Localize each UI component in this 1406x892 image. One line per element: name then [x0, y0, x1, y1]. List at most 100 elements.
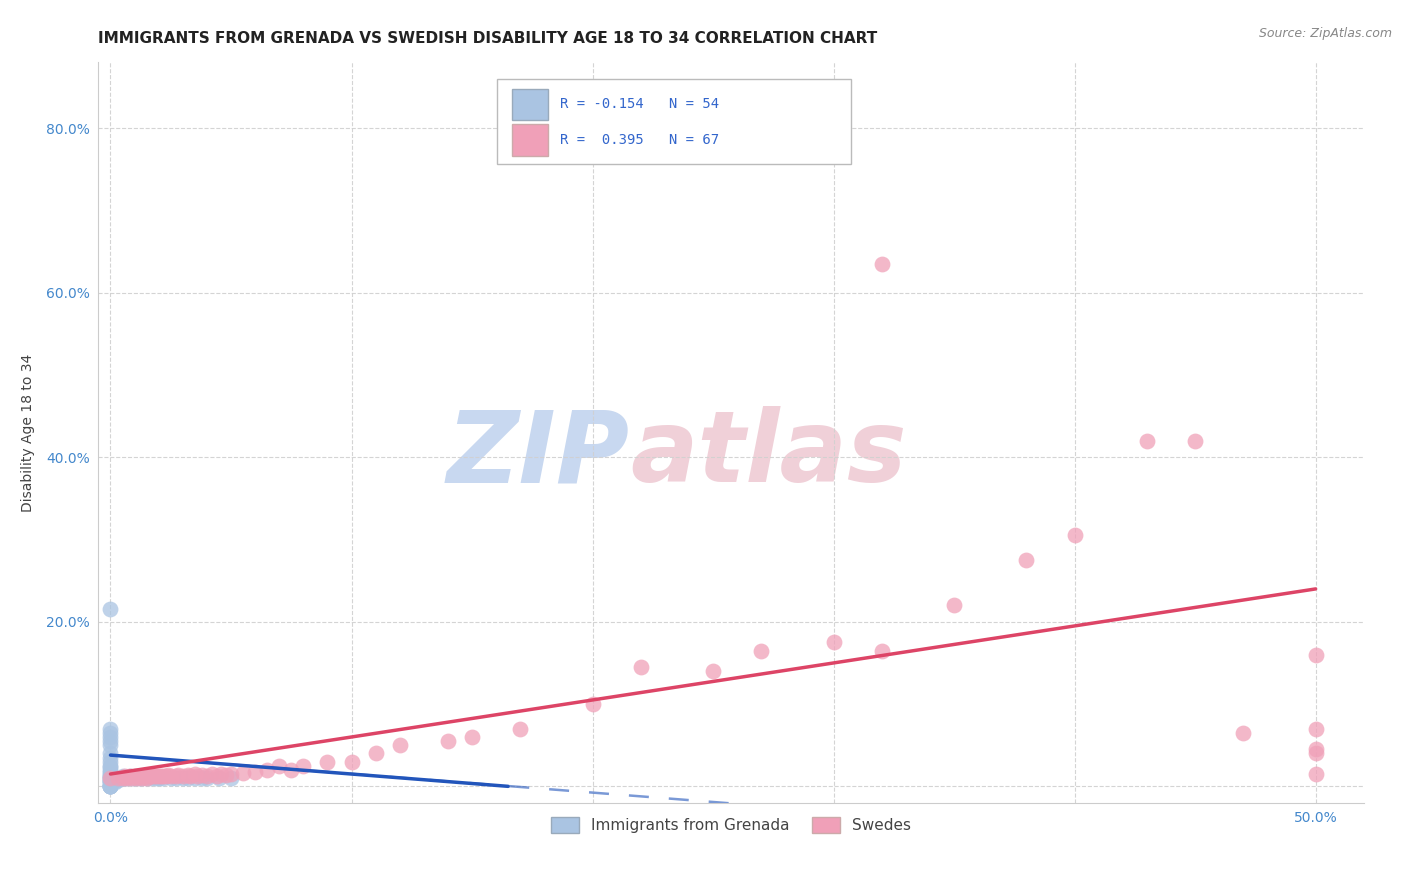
Bar — [512, 125, 547, 155]
Point — [1305, 648, 1327, 662]
Point — [135, 771, 157, 785]
Point — [364, 747, 387, 761]
Point — [340, 755, 363, 769]
Point — [117, 771, 139, 785]
Point — [145, 769, 167, 783]
Point — [100, 747, 122, 761]
Point — [100, 750, 122, 764]
Point — [100, 771, 122, 785]
Point — [1305, 722, 1327, 736]
Point — [124, 769, 146, 783]
Point — [176, 771, 198, 785]
Text: Source: ZipAtlas.com: Source: ZipAtlas.com — [1258, 27, 1392, 40]
Text: R = -0.154   N = 54: R = -0.154 N = 54 — [560, 97, 720, 112]
Point — [107, 771, 129, 785]
Point — [1305, 747, 1327, 761]
Point — [124, 771, 146, 785]
Text: R =  0.395   N = 67: R = 0.395 N = 67 — [560, 133, 720, 147]
Point — [114, 769, 136, 783]
Point — [232, 766, 254, 780]
Point — [870, 257, 893, 271]
Point — [131, 771, 153, 785]
Point — [148, 771, 170, 785]
Point — [152, 771, 174, 785]
Legend: Immigrants from Grenada, Swedes: Immigrants from Grenada, Swedes — [546, 812, 917, 839]
Point — [205, 769, 228, 783]
Point — [152, 769, 174, 783]
Point — [111, 771, 134, 785]
Point — [269, 758, 291, 772]
Point — [186, 769, 208, 783]
Point — [128, 769, 150, 783]
Point — [172, 771, 194, 785]
Point — [121, 771, 143, 785]
Point — [256, 763, 278, 777]
Point — [167, 768, 190, 782]
Point — [219, 767, 242, 781]
Point — [581, 697, 603, 711]
Point — [870, 643, 893, 657]
Point — [111, 771, 134, 785]
Point — [219, 771, 242, 785]
Point — [100, 775, 122, 789]
Point — [141, 771, 163, 785]
Point — [100, 755, 122, 769]
Point — [100, 780, 122, 794]
Point — [316, 755, 339, 769]
Point — [165, 769, 187, 783]
Point — [243, 764, 266, 779]
Point — [184, 771, 207, 785]
Y-axis label: Disability Age 18 to 34: Disability Age 18 to 34 — [21, 353, 35, 512]
Point — [100, 780, 122, 794]
Point — [179, 769, 201, 783]
Point — [150, 769, 173, 783]
Point — [128, 771, 150, 785]
Point — [141, 769, 163, 783]
Point — [176, 768, 198, 782]
Point — [1305, 767, 1327, 781]
Point — [157, 768, 180, 782]
Point — [100, 780, 122, 794]
Point — [100, 769, 122, 783]
Point — [100, 738, 122, 752]
Point — [201, 767, 224, 781]
Point — [100, 763, 122, 777]
Point — [159, 769, 181, 783]
Point — [208, 771, 231, 785]
Point — [823, 635, 845, 649]
Point — [111, 769, 134, 783]
Point — [148, 769, 170, 783]
Point — [142, 769, 165, 783]
Point — [145, 771, 167, 785]
Point — [104, 775, 127, 789]
Point — [388, 738, 411, 752]
Point — [100, 734, 122, 748]
Point — [100, 602, 122, 616]
Point — [630, 660, 652, 674]
Point — [1184, 434, 1206, 448]
Point — [292, 758, 315, 772]
Point — [1015, 553, 1038, 567]
Point — [195, 771, 218, 785]
Point — [118, 769, 141, 783]
Point — [943, 599, 966, 613]
Point — [100, 771, 122, 785]
Point — [100, 767, 122, 781]
Point — [100, 722, 122, 736]
Point — [191, 768, 214, 782]
Point — [159, 771, 181, 785]
Text: atlas: atlas — [630, 407, 907, 503]
Point — [108, 771, 131, 785]
Point — [280, 763, 302, 777]
Point — [100, 780, 122, 794]
Point — [100, 772, 122, 787]
Point — [114, 771, 136, 785]
Point — [100, 780, 122, 794]
FancyBboxPatch shape — [498, 78, 851, 164]
Point — [1063, 528, 1085, 542]
Point — [100, 771, 122, 785]
Point — [100, 773, 122, 788]
Point — [509, 722, 531, 736]
Point — [121, 771, 143, 785]
Point — [195, 769, 218, 783]
